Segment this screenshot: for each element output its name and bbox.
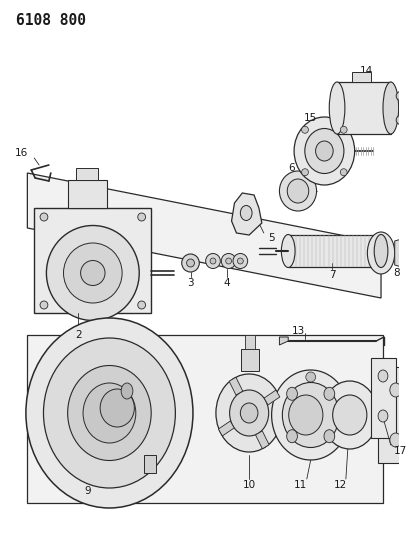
Ellipse shape [401,374,406,380]
Ellipse shape [68,366,151,461]
Ellipse shape [302,169,308,176]
Text: 17: 17 [394,446,407,456]
Ellipse shape [329,82,345,134]
Bar [241,349,259,371]
Ellipse shape [233,254,248,269]
Ellipse shape [322,381,378,449]
Ellipse shape [44,338,175,488]
Bar [371,358,396,438]
Polygon shape [279,337,288,345]
Ellipse shape [279,171,317,211]
Ellipse shape [226,258,232,264]
Ellipse shape [47,225,139,320]
Ellipse shape [374,235,388,268]
Ellipse shape [206,254,220,269]
Ellipse shape [378,370,388,382]
Ellipse shape [324,387,335,400]
Text: 2: 2 [75,330,82,340]
Ellipse shape [237,258,243,264]
Ellipse shape [315,141,333,161]
Text: 7: 7 [329,270,335,280]
Ellipse shape [138,213,146,221]
Ellipse shape [64,243,122,303]
Polygon shape [337,82,391,134]
Ellipse shape [83,383,136,443]
Bar [34,208,151,313]
Ellipse shape [26,318,193,508]
Ellipse shape [340,126,347,133]
Ellipse shape [396,116,405,125]
Polygon shape [395,237,408,269]
Ellipse shape [40,213,48,221]
Ellipse shape [383,82,399,134]
Text: 6108 800: 6108 800 [16,13,86,28]
Polygon shape [229,377,243,395]
Ellipse shape [230,390,269,436]
Ellipse shape [287,179,309,203]
Polygon shape [27,335,383,503]
Ellipse shape [138,301,146,309]
Ellipse shape [390,433,401,447]
Text: 15: 15 [304,113,317,123]
Text: 11: 11 [294,480,308,490]
Ellipse shape [294,117,355,185]
Ellipse shape [287,430,297,443]
Text: 4: 4 [223,278,230,288]
Text: 13: 13 [291,326,305,336]
Ellipse shape [333,395,367,435]
Polygon shape [378,367,408,463]
Ellipse shape [100,389,134,427]
Polygon shape [144,355,168,463]
Bar [245,335,255,349]
Polygon shape [264,390,280,405]
Ellipse shape [390,383,401,397]
Ellipse shape [340,169,347,176]
Text: 14: 14 [360,66,373,76]
Polygon shape [27,173,381,298]
Ellipse shape [324,430,335,443]
Ellipse shape [302,126,308,133]
Bar [76,168,98,180]
Text: 12: 12 [333,480,347,490]
Text: 16: 16 [15,148,28,158]
Ellipse shape [272,370,350,460]
Ellipse shape [282,383,339,448]
Bar [352,72,371,82]
Ellipse shape [306,372,315,382]
Polygon shape [232,193,262,235]
Ellipse shape [305,128,344,174]
Ellipse shape [378,410,388,422]
Ellipse shape [287,387,297,400]
Ellipse shape [81,261,105,286]
Ellipse shape [221,254,236,269]
Bar [69,180,107,208]
Ellipse shape [40,301,48,309]
Polygon shape [255,431,269,449]
Ellipse shape [240,206,252,221]
Ellipse shape [396,92,405,101]
Ellipse shape [289,395,323,435]
Text: 5: 5 [268,233,275,243]
Ellipse shape [216,374,282,452]
Text: 10: 10 [243,480,256,490]
Text: 9: 9 [84,486,91,496]
Ellipse shape [240,403,258,423]
Ellipse shape [121,383,133,399]
Ellipse shape [182,254,200,272]
Text: 8: 8 [393,268,399,278]
Ellipse shape [367,232,395,274]
Polygon shape [218,421,234,436]
Ellipse shape [186,259,195,267]
Ellipse shape [210,258,216,264]
Ellipse shape [401,450,406,456]
Polygon shape [288,235,381,267]
Bar [144,455,156,473]
Ellipse shape [282,235,295,268]
Text: 6: 6 [288,163,295,173]
Text: 3: 3 [187,278,194,288]
